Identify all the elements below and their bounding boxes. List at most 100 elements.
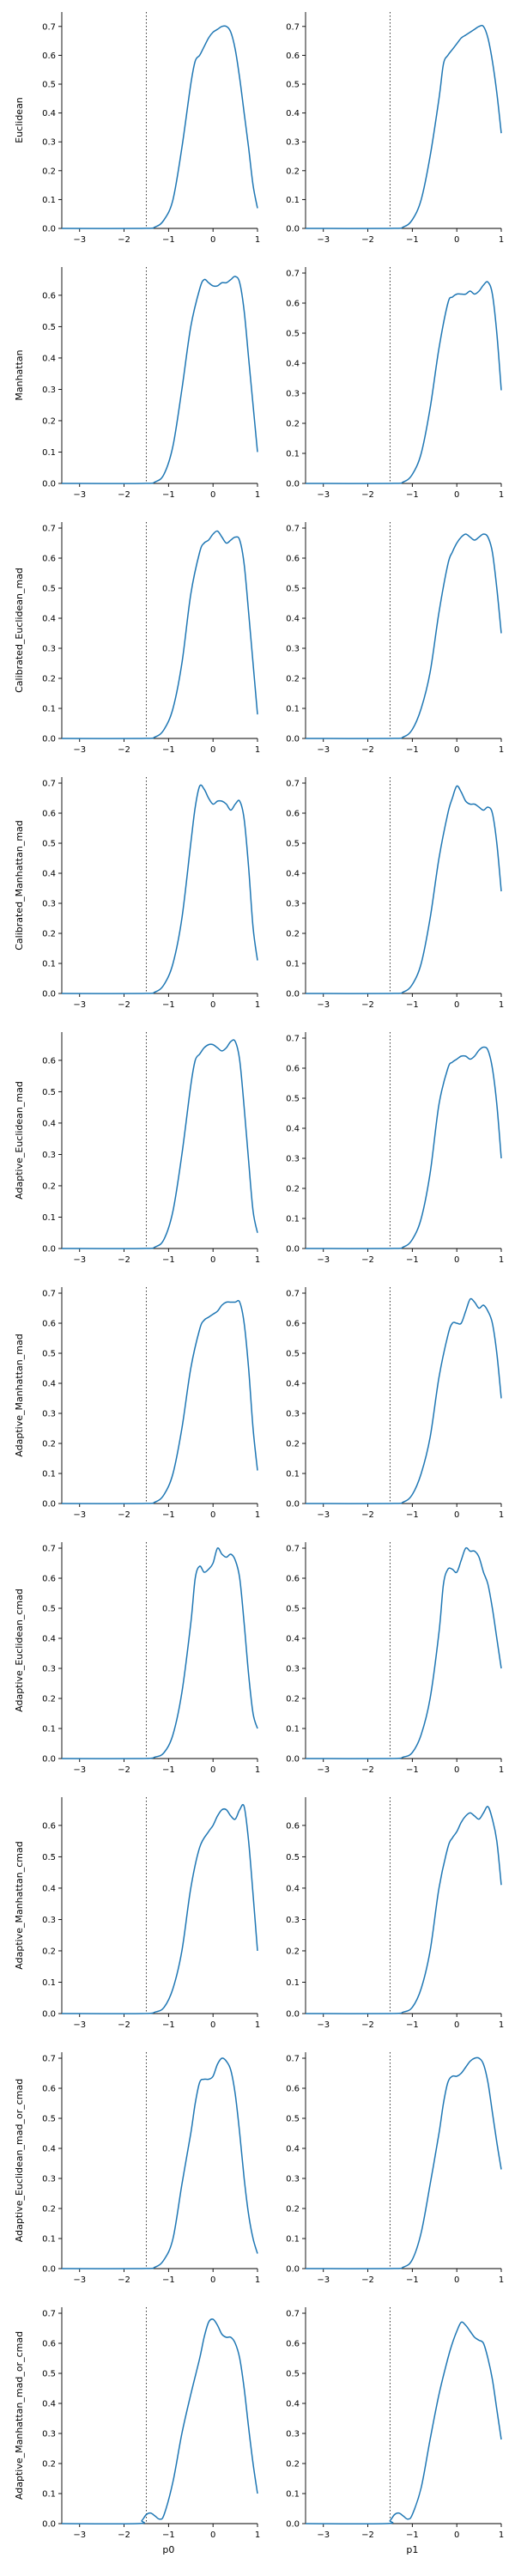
y-tick-label: 0.4 <box>286 2145 300 2154</box>
y-tick-label: 0.1 <box>42 196 56 205</box>
x-tick-label: −3 <box>73 1255 86 1265</box>
y-tick-label: 0.2 <box>42 2205 56 2215</box>
x-tick-label: 0 <box>210 2275 215 2285</box>
x-tick-label: −1 <box>162 490 175 500</box>
y-tick-label: 0.2 <box>42 1947 56 1956</box>
x-tick-label: 1 <box>499 745 504 755</box>
x-tick-label: −3 <box>73 1510 86 1520</box>
density-curve <box>305 1546 502 1759</box>
density-curve <box>61 1546 258 1759</box>
x-tick-label: 0 <box>454 1765 459 1775</box>
y-tick-label: 0.0 <box>286 1500 300 1510</box>
y-tick-label: 0.5 <box>286 840 300 849</box>
y-tick-label: 0.2 <box>286 167 300 176</box>
y-tick-label: 0.7 <box>42 2310 56 2319</box>
row-label: Euclidean <box>14 97 25 143</box>
row-label: Adaptive_Manhattan_mad <box>14 1334 25 1456</box>
y-tick-label: 0.5 <box>42 1350 56 1359</box>
y-tick-label: 0.1 <box>286 450 300 459</box>
y-tick-label: 0.4 <box>42 354 56 363</box>
y-tick-label: 0.3 <box>286 390 300 399</box>
x-tick-label: −2 <box>118 2530 130 2540</box>
y-tick-label: 0.6 <box>42 2085 56 2094</box>
y-tick-label: 0.1 <box>42 705 56 714</box>
x-tick-label: 1 <box>499 490 504 500</box>
y-tick-label: 0.6 <box>286 2340 300 2349</box>
y-tick-label: 0.6 <box>42 1821 56 1831</box>
x-tick-label: −2 <box>361 1765 374 1775</box>
y-tick-label: 0.5 <box>286 81 300 90</box>
y-tick-label: 0.6 <box>286 2085 300 2094</box>
y-tick-label: 0.0 <box>42 2010 56 2020</box>
panel-Euclidean-p0: 0.0 0.1 0.2 0.3 0.4 0.5 0.6 0.7 −3 −2 −1 0 1 <box>42 12 260 245</box>
y-tick-label: 0.5 <box>286 1095 300 1104</box>
y-tick-label: 0.7 <box>42 525 56 534</box>
panel-Euclidean-p1: 0.0 0.1 0.2 0.3 0.4 0.5 0.6 0.7 −3 −2 −1 0 1 <box>286 12 504 245</box>
y-tick-label: 0.5 <box>42 1853 56 1862</box>
y-tick-label: 0.5 <box>42 1088 56 1097</box>
y-tick-label: 0.0 <box>286 2265 300 2275</box>
x-tick-label: 0 <box>210 235 215 245</box>
x-tick-label: −1 <box>406 2530 419 2540</box>
density-curve <box>305 1046 502 1249</box>
x-tick-label: −3 <box>73 2020 86 2030</box>
x-tick-label: −2 <box>118 1000 130 1010</box>
y-tick-label: 0.5 <box>286 1605 300 1614</box>
panel-Adaptive_Euclidean_mad_or_cmad-p1: 0.0 0.1 0.2 0.3 0.4 0.5 0.6 0.7 −3 −2 −1 0 1 <box>286 2052 504 2285</box>
y-tick-label: 0.4 <box>42 2145 56 2154</box>
y-tick-label: 0.2 <box>286 2205 300 2215</box>
y-tick-label: 0.2 <box>42 1440 56 1449</box>
y-tick-label: 0.5 <box>286 330 300 339</box>
x-tick-label: 0 <box>454 235 459 245</box>
y-tick-label: 0.3 <box>42 1916 56 1925</box>
x-tick-label: −2 <box>118 745 130 755</box>
y-tick-label: 0.0 <box>42 480 56 489</box>
y-tick-label: 0.5 <box>42 585 56 594</box>
density-curve <box>305 281 502 484</box>
panel-Adaptive_Euclidean_mad_or_cmad-p0: 0.0 0.1 0.2 0.3 0.4 0.5 0.6 0.7 −3 −2 −1 0 1 <box>42 2052 260 2285</box>
x-tick-label: −3 <box>73 1765 86 1775</box>
x-tick-label: 0 <box>210 1510 215 1520</box>
y-tick-label: 0.6 <box>42 1320 56 1329</box>
x-tick-label: −1 <box>406 1765 419 1775</box>
panel-Adaptive_Manhattan_mad_or_cmad-p1: 0.0 0.1 0.2 0.3 0.4 0.5 0.6 0.7 −3 −2 −1 0 1 <box>286 2307 504 2540</box>
y-tick-label: 0.0 <box>286 1245 300 1255</box>
density-curve <box>61 2318 258 2525</box>
y-tick-label: 0.4 <box>42 1884 56 1893</box>
x-tick-label: 0 <box>210 2020 215 2030</box>
y-tick-label: 0.3 <box>42 1665 56 1674</box>
y-tick-label: 0.3 <box>42 138 56 148</box>
y-tick-label: 0.3 <box>42 900 56 909</box>
y-tick-label: 0.0 <box>286 2520 300 2530</box>
x-axis-label-p1: p1 <box>406 2544 418 2555</box>
x-tick-label: 0 <box>454 2275 459 2285</box>
y-tick-label: 0.7 <box>286 525 300 534</box>
y-tick-label: 0.5 <box>42 840 56 849</box>
x-tick-label: −2 <box>118 235 130 245</box>
x-tick-label: 1 <box>255 1765 260 1775</box>
y-tick-label: 0.6 <box>286 1821 300 1831</box>
row-label: Adaptive_Euclidean_mad_or_cmad <box>14 2079 25 2242</box>
y-tick-label: 0.0 <box>286 225 300 234</box>
y-tick-label: 0.0 <box>286 1755 300 1765</box>
density-curve <box>61 2057 258 2269</box>
x-tick-label: −2 <box>361 1510 374 1520</box>
y-tick-label: 0.5 <box>286 2370 300 2379</box>
y-tick-label: 0.3 <box>42 386 56 395</box>
x-tick-label: 1 <box>499 1255 504 1265</box>
panel-Calibrated_Euclidean_mad-p1: 0.0 0.1 0.2 0.3 0.4 0.5 0.6 0.7 −3 −2 −1 0 1 <box>286 522 504 755</box>
y-tick-label: 0.6 <box>42 555 56 564</box>
y-tick-label: 0.4 <box>42 109 56 118</box>
y-tick-label: 0.3 <box>286 2430 300 2439</box>
panel-Adaptive_Euclidean_mad-p1: 0.0 0.1 0.2 0.3 0.4 0.5 0.6 0.7 −3 −2 −1 0 1 <box>286 1032 504 1265</box>
y-tick-label: 0.7 <box>286 270 300 279</box>
y-tick-label: 0.5 <box>286 1853 300 1862</box>
x-tick-label: −1 <box>406 235 419 245</box>
y-tick-label: 0.3 <box>286 1916 300 1925</box>
x-tick-label: 0 <box>210 490 215 500</box>
x-tick-label: −1 <box>162 235 175 245</box>
x-tick-label: −2 <box>361 2530 374 2540</box>
y-tick-label: 0.7 <box>286 780 300 789</box>
y-tick-label: 0.2 <box>286 675 300 684</box>
density-curve <box>61 1039 258 1249</box>
